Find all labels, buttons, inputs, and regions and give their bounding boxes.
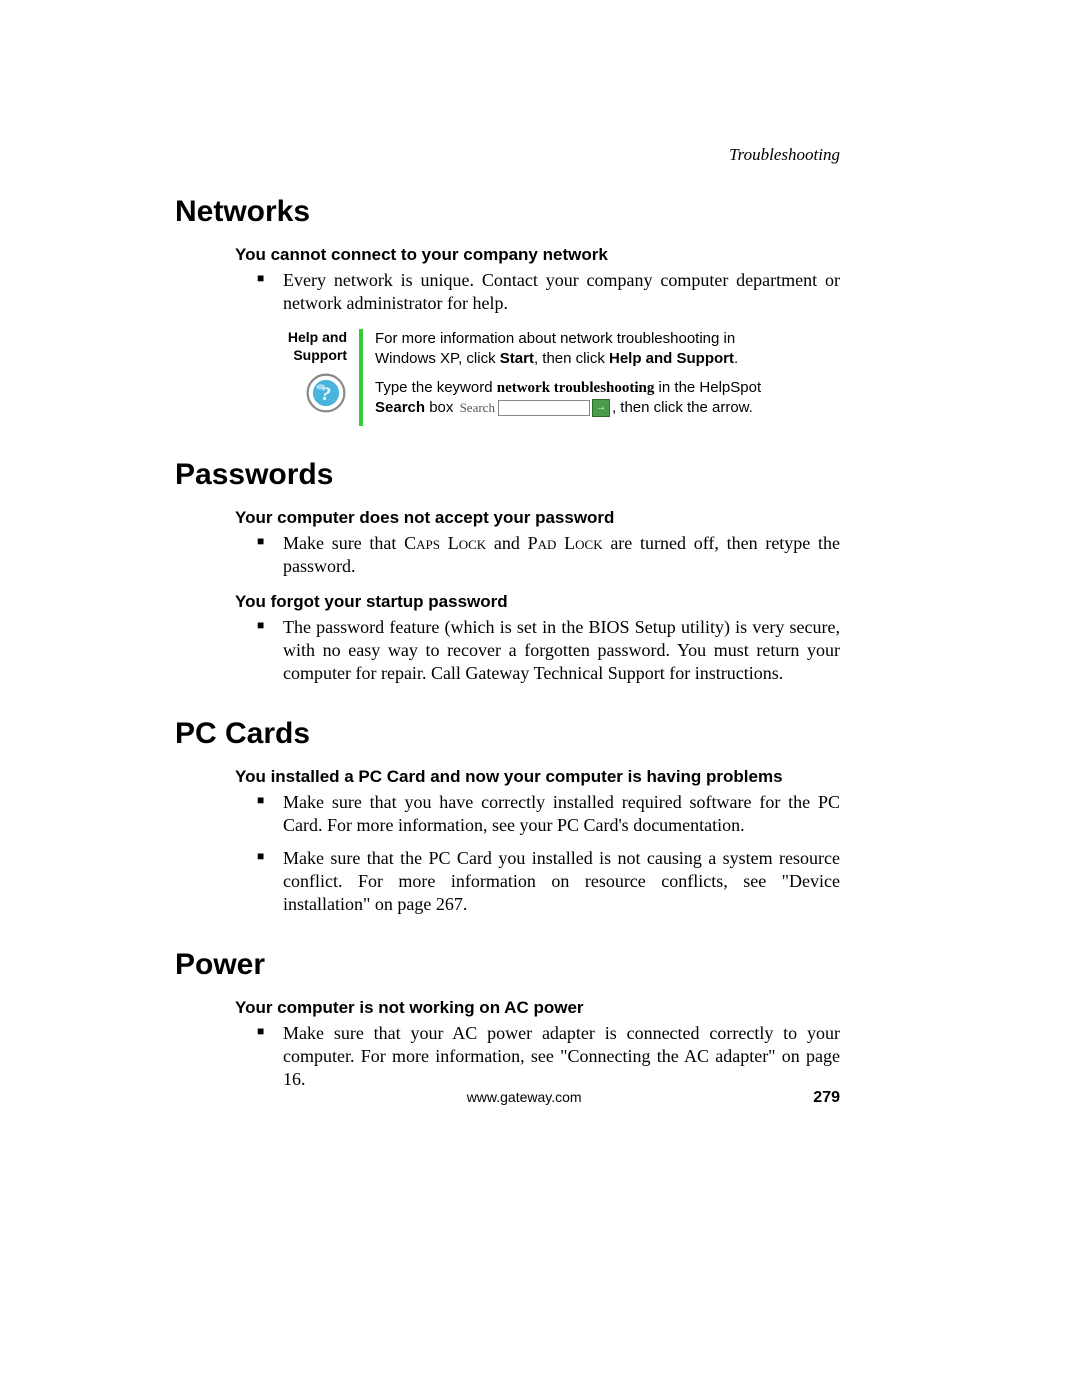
footer-url: www.gateway.com <box>235 1089 813 1105</box>
section-pccards-title: PC Cards <box>175 717 840 751</box>
section-networks-title: Networks <box>175 195 840 229</box>
section-power-title: Power <box>175 948 840 982</box>
help-label-l2: Support <box>293 347 347 363</box>
help-left-col: Help and Support ? <box>257 329 359 419</box>
passwords-sub2: You forgot your startup password <box>235 592 840 612</box>
search-go-button[interactable]: → <box>592 399 610 417</box>
pccards-bullets: Make sure that you have correctly instal… <box>257 791 840 916</box>
search-input[interactable] <box>498 400 590 416</box>
document-page: Troubleshooting Networks You cannot conn… <box>0 0 1080 1397</box>
list-item: Make sure that your AC power adapter is … <box>257 1022 840 1091</box>
list-item: Every network is unique. Contact your co… <box>257 269 840 315</box>
help-p1: For more information about network troub… <box>375 329 775 370</box>
page-footer: www.gateway.com 279 <box>175 1089 840 1107</box>
pccards-sub1: You installed a PC Card and now your com… <box>235 767 840 787</box>
help-label: Help and Support <box>257 329 347 364</box>
passwords-bullets1: Make sure that Caps Lock and Pad Lock ar… <box>257 532 840 578</box>
search-label: Search <box>460 399 495 417</box>
list-item: Make sure that you have correctly instal… <box>257 791 840 837</box>
list-item: Make sure that the PC Card you installed… <box>257 847 840 916</box>
passwords-sub1: Your computer does not accept your passw… <box>235 508 840 528</box>
networks-sub1: You cannot connect to your company netwo… <box>235 245 840 265</box>
section-passwords-title: Passwords <box>175 458 840 492</box>
list-item: Make sure that Caps Lock and Pad Lock ar… <box>257 532 840 578</box>
power-bullets: Make sure that your AC power adapter is … <box>257 1022 840 1091</box>
passwords-bullets2: The password feature (which is set in th… <box>257 616 840 685</box>
list-item: The password feature (which is set in th… <box>257 616 840 685</box>
help-p2: Type the keyword network troubleshooting… <box>375 378 775 419</box>
footer-page-number: 279 <box>813 1089 840 1107</box>
chapter-header: Troubleshooting <box>729 145 840 165</box>
help-support-box: Help and Support ? For more information … <box>257 329 840 426</box>
search-widget: Search → <box>460 399 610 417</box>
help-right-col: For more information about network troub… <box>363 329 775 426</box>
help-label-l1: Help and <box>288 329 347 345</box>
networks-bullets: Every network is unique. Contact your co… <box>257 269 840 315</box>
question-mark-icon: ? <box>305 372 347 419</box>
power-sub1: Your computer is not working on AC power <box>235 998 840 1018</box>
